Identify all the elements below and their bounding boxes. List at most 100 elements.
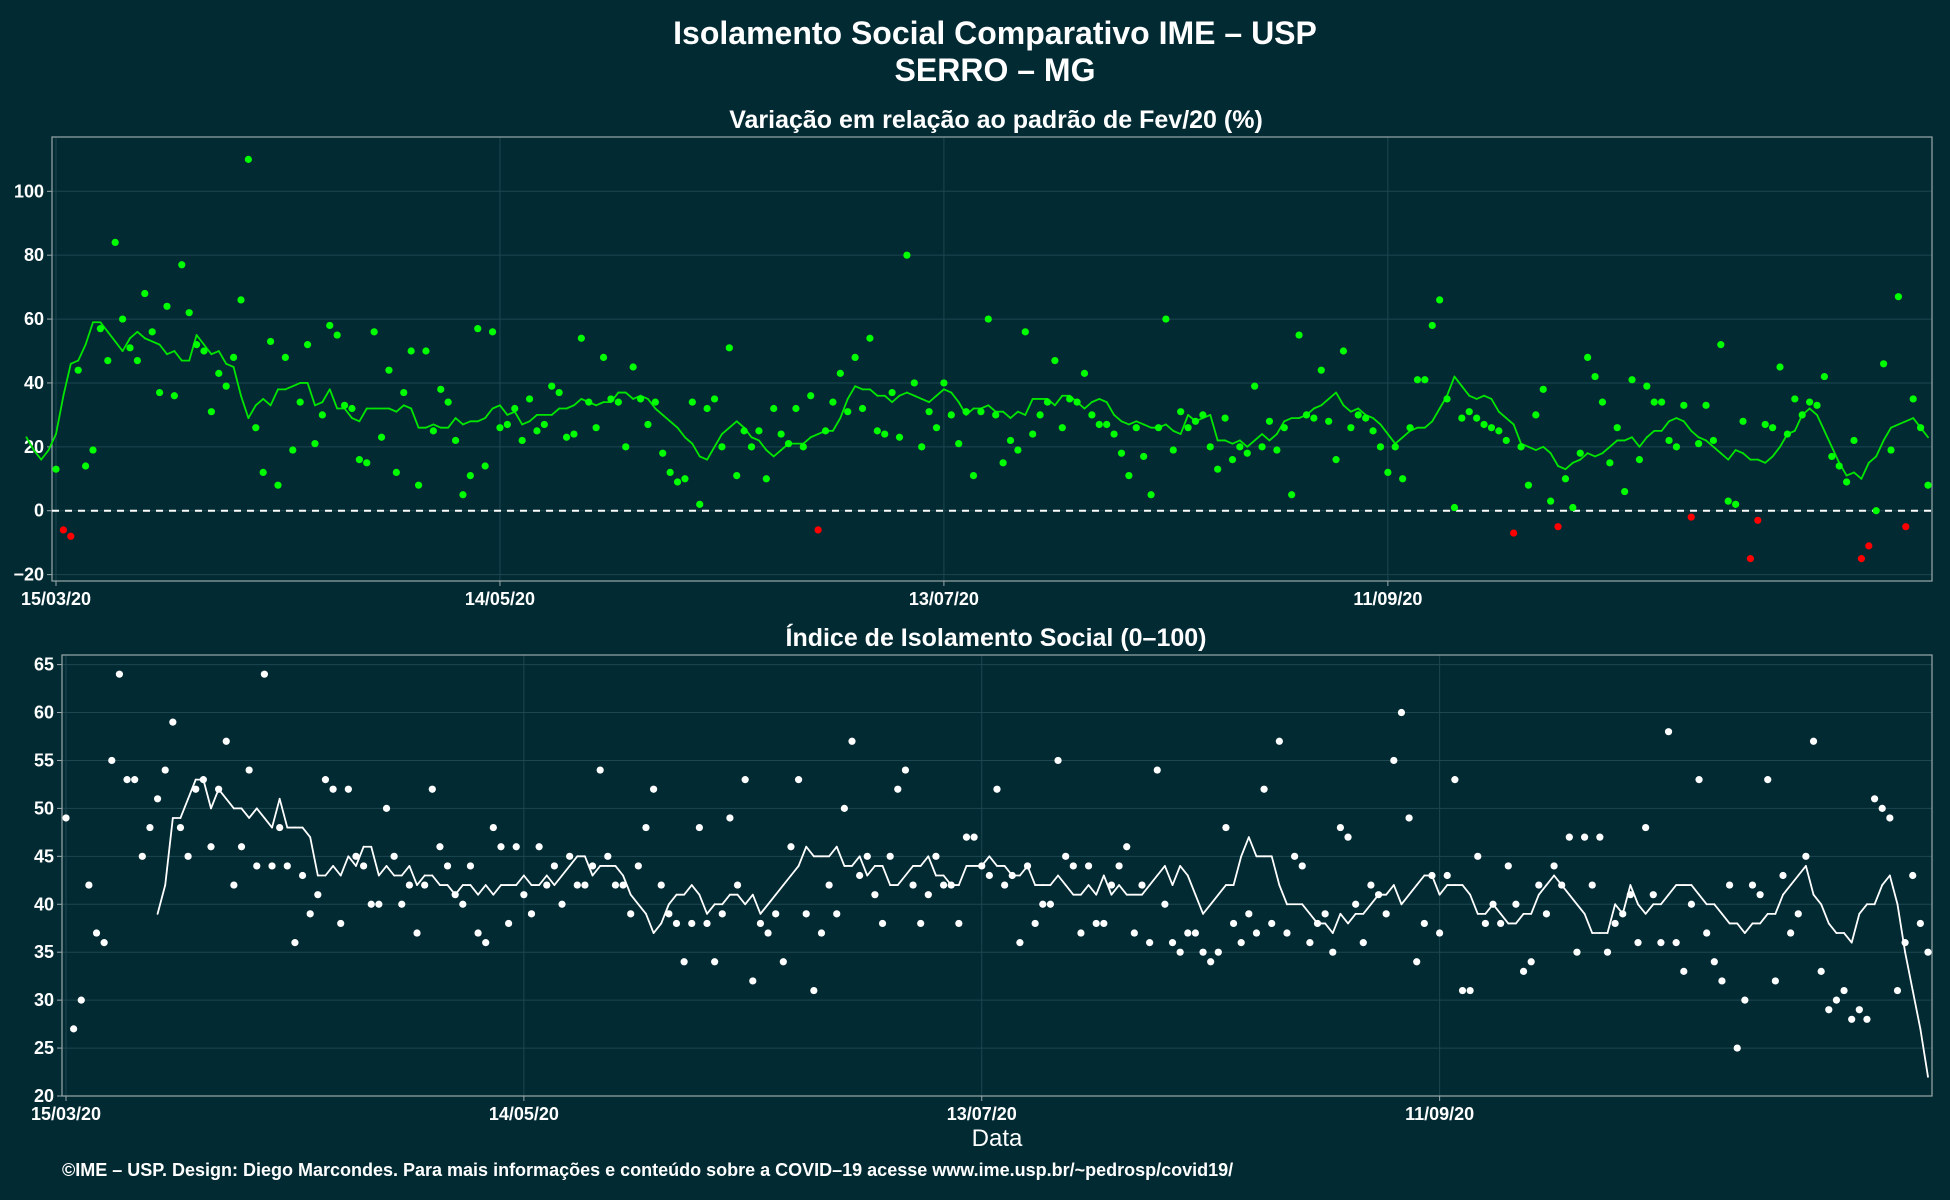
trend-line-segment <box>1756 458 1767 464</box>
data-point <box>1672 939 1680 947</box>
data-point <box>1332 456 1340 464</box>
data-point <box>1084 862 1093 870</box>
data-point <box>1739 417 1747 425</box>
trend-line-segment <box>1278 884 1288 906</box>
trend-line-segment <box>262 398 272 407</box>
data-point <box>1761 420 1769 429</box>
data-point <box>1840 986 1848 995</box>
data-point <box>1565 833 1573 841</box>
trend-line-segment <box>1690 429 1700 439</box>
data-point <box>1642 823 1650 832</box>
data-point <box>253 862 261 870</box>
x-tick-label: 11/09/20 <box>1353 589 1422 609</box>
data-point <box>1014 446 1022 454</box>
data-point <box>131 776 139 784</box>
data-point <box>1321 910 1329 918</box>
data-point <box>1725 881 1734 889</box>
data-point <box>1558 881 1566 889</box>
data-point <box>1458 414 1466 422</box>
data-point <box>1436 296 1444 304</box>
data-point <box>1273 446 1281 454</box>
data-point <box>1584 353 1592 362</box>
data-point <box>1428 871 1436 880</box>
trend-line-segment <box>1919 1027 1929 1078</box>
data-point <box>291 939 299 947</box>
data-point <box>802 910 810 918</box>
trend-line-segment <box>1194 893 1204 915</box>
trend-line-segment <box>839 398 849 419</box>
footer-credit: ©IME – USP. Design: Diego Marcondes. Par… <box>62 1160 1233 1180</box>
data-point <box>1199 411 1207 419</box>
data-point <box>932 424 941 432</box>
data-point <box>680 958 688 966</box>
trend-line-segment <box>143 337 154 343</box>
data-point <box>1591 372 1599 381</box>
trend-line-segment <box>454 417 464 426</box>
data-point <box>651 398 659 406</box>
data-point <box>562 433 571 441</box>
trend-line-segment <box>1719 452 1730 461</box>
trend-line-segment <box>1202 903 1212 915</box>
data-point <box>123 776 131 784</box>
data-point <box>1872 507 1880 515</box>
trend-line-segment <box>1379 423 1389 435</box>
data-point <box>1154 424 1163 432</box>
trend-line-segment <box>1579 452 1589 461</box>
trend-line-segment <box>1460 385 1471 397</box>
trend-line-segment <box>151 340 161 346</box>
data-point <box>581 881 589 889</box>
data-point <box>1741 996 1749 1004</box>
data-point <box>903 251 911 259</box>
trend-line-segment <box>1705 439 1715 448</box>
data-point <box>634 862 642 870</box>
trend-line-segment <box>1431 407 1441 423</box>
trend-line-segment <box>203 343 213 356</box>
data-point <box>340 401 349 409</box>
trend-line-segment <box>767 893 777 906</box>
trend-line-segment <box>1105 401 1115 416</box>
trend-line-segment <box>385 865 396 877</box>
data-point <box>1369 427 1377 435</box>
data-point <box>268 862 276 870</box>
data-point <box>1539 385 1547 393</box>
data-point <box>1344 833 1352 841</box>
data-point <box>755 427 763 435</box>
data-point <box>1228 456 1237 464</box>
trend-line-segment <box>1668 417 1678 423</box>
data-point <box>1329 948 1337 956</box>
data-point <box>1672 443 1681 451</box>
trend-line-segment <box>1142 423 1152 429</box>
data-point <box>520 891 528 899</box>
data-point <box>222 737 230 745</box>
trend-line-segment <box>1882 426 1892 442</box>
data-point <box>1288 491 1296 499</box>
data-point <box>910 379 918 387</box>
data-point <box>895 433 904 441</box>
trend-line-segment <box>416 874 426 886</box>
data-point <box>1115 862 1123 870</box>
trend-line-segment <box>156 884 167 915</box>
trend-line-segment <box>1209 893 1220 906</box>
trend-line-segment <box>1564 461 1574 471</box>
data-point <box>1828 452 1836 461</box>
trend-line-segment <box>654 407 664 416</box>
data-point <box>1887 446 1895 454</box>
data-point <box>429 427 437 435</box>
data-point <box>245 766 253 774</box>
trend-line-segment <box>77 343 87 362</box>
data-point <box>1806 398 1814 406</box>
data-point <box>1251 382 1259 390</box>
data-point <box>1783 430 1792 438</box>
trend-line-segment <box>1875 439 1885 458</box>
data-point <box>1746 555 1755 563</box>
data-point <box>230 881 238 889</box>
trend-line-segment <box>195 334 205 346</box>
data-point <box>1062 852 1070 860</box>
trend-line-segment <box>1743 922 1754 934</box>
trend-line-segment <box>1240 836 1250 858</box>
data-point <box>92 929 101 937</box>
trend-line-segment <box>706 445 716 461</box>
data-point <box>947 411 955 419</box>
data-point <box>1732 500 1740 508</box>
data-point <box>1825 1006 1833 1014</box>
